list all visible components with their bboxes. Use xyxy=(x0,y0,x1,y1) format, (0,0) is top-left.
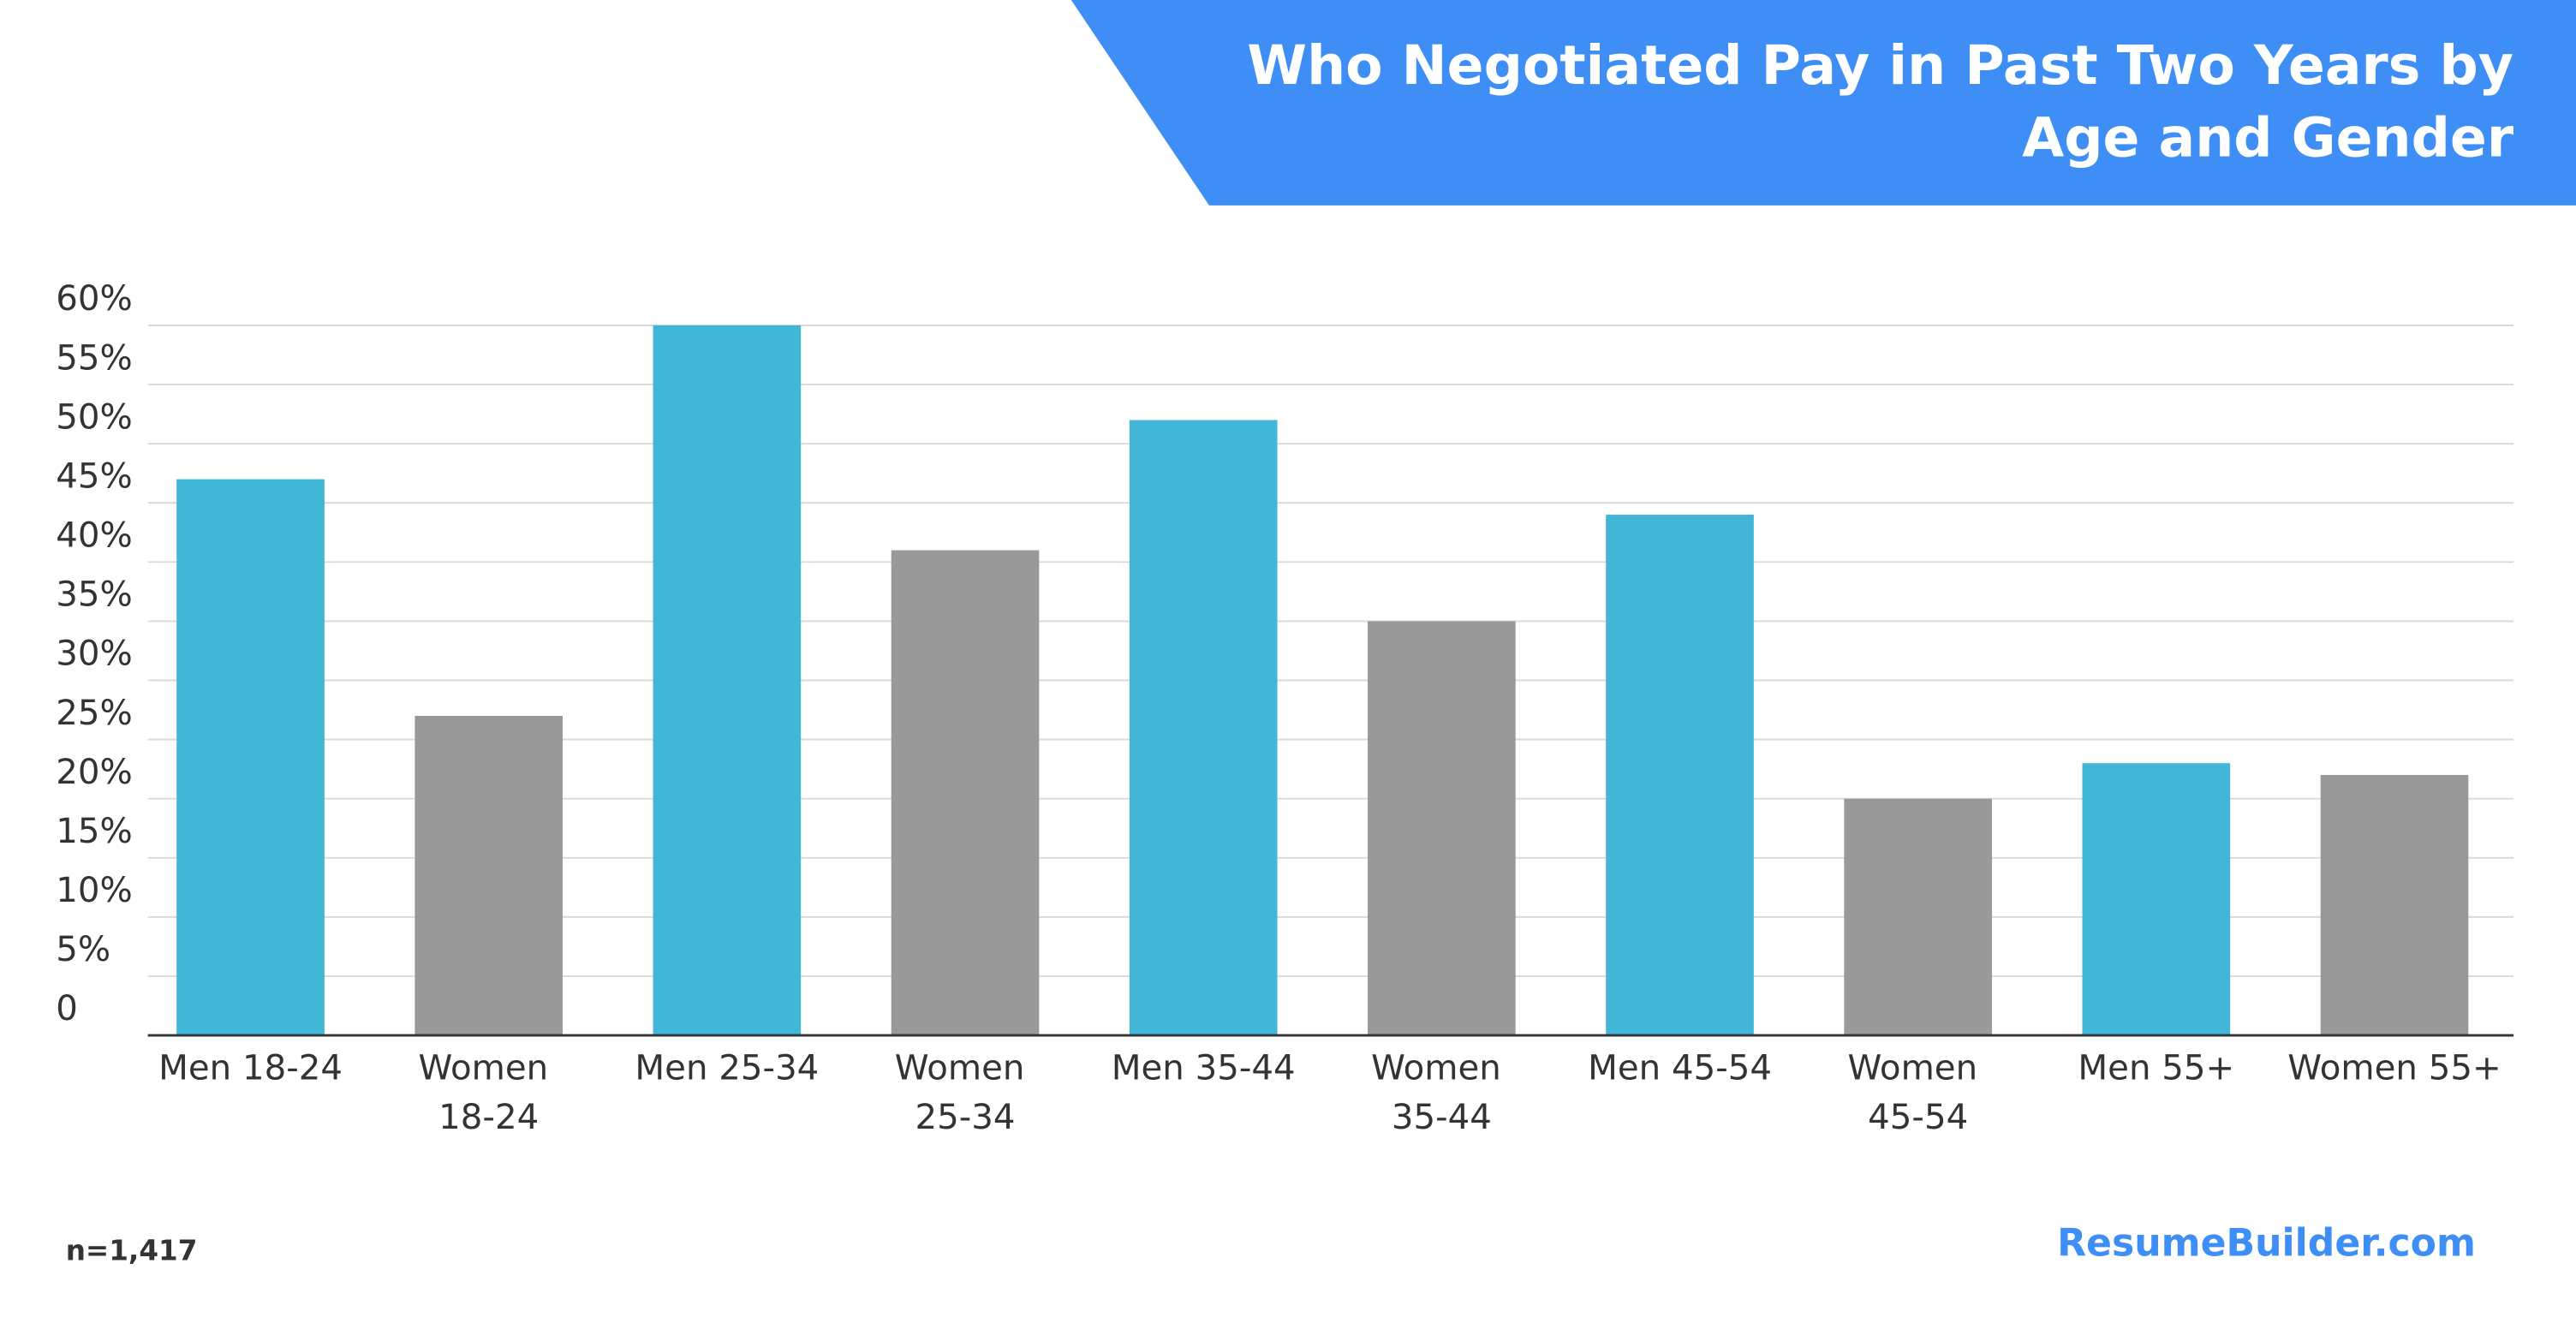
y-tick-label: 45% xyxy=(56,456,133,496)
y-tick-label: 40% xyxy=(56,516,133,556)
y-tick-label: 5% xyxy=(56,929,110,969)
x-tick-label: Women 35-44 xyxy=(1371,1047,1512,1137)
y-tick-label: 15% xyxy=(56,811,133,851)
y-tick-label: 55% xyxy=(56,337,133,378)
x-tick-label: Women 55+ xyxy=(2287,1047,2501,1088)
x-tick-label: Men 45-54 xyxy=(1588,1047,1772,1088)
bar xyxy=(176,479,325,1036)
y-tick-label: 30% xyxy=(56,634,133,674)
title-banner xyxy=(1070,0,2576,206)
x-tick-label: Men 25-34 xyxy=(635,1047,819,1088)
bar xyxy=(1844,798,1993,1036)
x-tick-label: Men 18-24 xyxy=(158,1047,343,1088)
bar xyxy=(2320,775,2469,1036)
x-tick-label: Women 45-54 xyxy=(1847,1047,1988,1137)
chart-title: Who Negotiated Pay in Past Two Years by … xyxy=(1247,33,2514,170)
title-container: Who Negotiated Pay in Past Two Years by … xyxy=(1247,33,2514,170)
bar xyxy=(653,325,802,1036)
y-tick-label: 0 xyxy=(56,988,78,1028)
y-tick-label: 50% xyxy=(56,396,133,437)
y-tick-label: 25% xyxy=(56,693,133,733)
bar xyxy=(2082,763,2231,1036)
bar xyxy=(1129,420,1278,1036)
sample-note: n=1,417 xyxy=(66,1234,198,1266)
bar xyxy=(1606,515,1754,1036)
y-tick-label: 10% xyxy=(56,870,133,910)
bar xyxy=(891,550,1040,1036)
y-tick-label: 20% xyxy=(56,752,133,792)
bar xyxy=(414,715,564,1036)
y-tick-label: 35% xyxy=(56,575,133,615)
x-tick-label: Men 35-44 xyxy=(1112,1047,1296,1088)
source-brand: ResumeBuilder.com xyxy=(2057,1222,2476,1266)
y-tick-label: 60% xyxy=(56,278,133,319)
x-tick-label: Women 18-24 xyxy=(418,1047,558,1137)
x-tick-label: Women 25-34 xyxy=(895,1047,1035,1137)
bar xyxy=(1368,621,1516,1036)
x-tick-label: Men 55+ xyxy=(2078,1047,2234,1088)
